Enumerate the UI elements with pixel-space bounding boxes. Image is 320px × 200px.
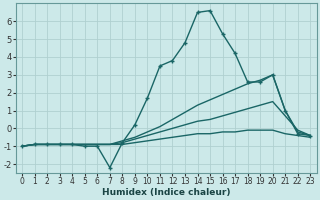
X-axis label: Humidex (Indice chaleur): Humidex (Indice chaleur) — [102, 188, 230, 197]
